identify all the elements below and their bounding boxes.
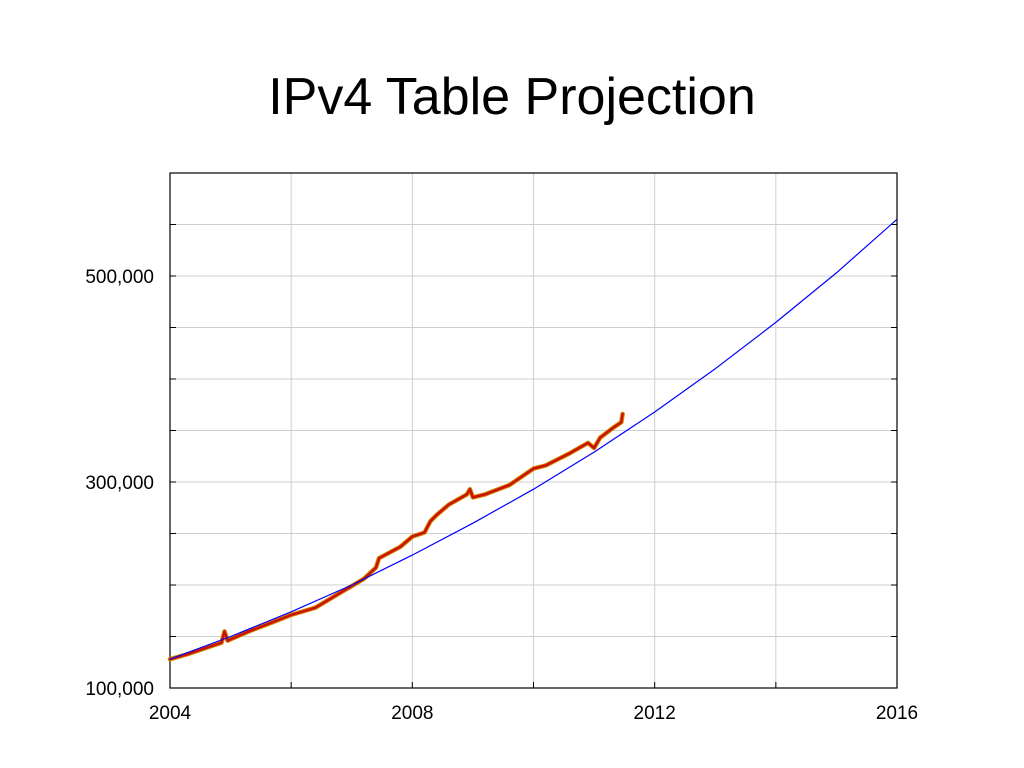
grid-lines — [170, 173, 897, 688]
axis-ticks — [170, 224, 897, 688]
y-tick-label: 300,000 — [85, 473, 154, 494]
y-tick-label: 500,000 — [85, 267, 154, 288]
slide-title: IPv4 Table Projection — [268, 68, 756, 126]
x-tick-label: 2012 — [634, 703, 676, 724]
tick-labels: 2004 2008 2012 2016 100,000 300,000 500,000 — [85, 267, 918, 724]
series-line-projection — [169, 218, 898, 660]
series-layer — [167, 218, 898, 662]
x-tick-label: 2004 — [149, 703, 192, 724]
x-tick-label: 2008 — [391, 703, 433, 724]
series-line-measured — [168, 412, 624, 661]
y-tick-label: 100,000 — [85, 679, 154, 700]
x-tick-label: 2016 — [876, 703, 918, 724]
